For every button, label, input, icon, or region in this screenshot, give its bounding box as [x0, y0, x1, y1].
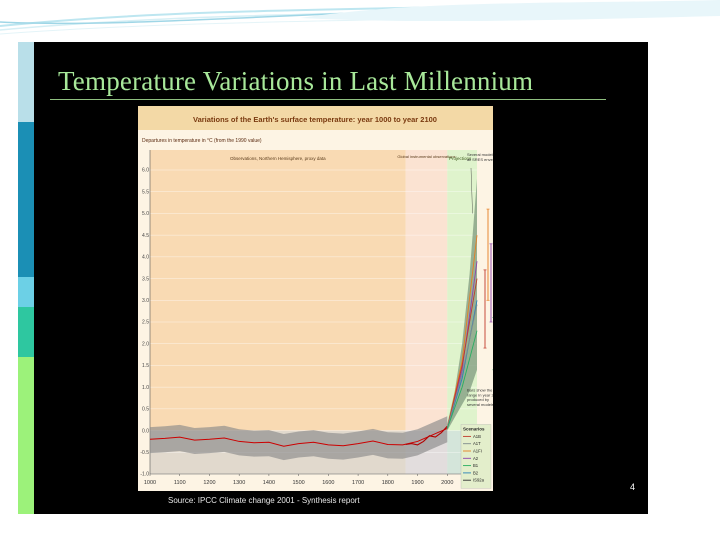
y-tick-label: 2.0	[142, 341, 149, 347]
header-wave-decoration	[0, 0, 720, 35]
x-tick-label: 1100	[174, 480, 186, 486]
slide-title: Temperature Variations in Last Millenniu…	[58, 66, 534, 96]
x-tick-label: 1800	[382, 480, 394, 486]
y-tick-label: 5.0	[142, 211, 149, 217]
temperature-chart: Variations of the Earth's surface temper…	[138, 106, 493, 491]
x-tick-label: 1700	[352, 480, 364, 486]
y-tick-label: 0.0	[142, 428, 149, 434]
legend-item-b2: B2	[473, 470, 479, 475]
x-tick-label: 2000	[441, 480, 453, 486]
legend-title: Scenarios	[463, 426, 485, 431]
x-tick-label: 1300	[233, 480, 245, 486]
x-tick-label: 1900	[411, 480, 423, 486]
x-tick-label: 1500	[293, 480, 305, 486]
sidebar-color-bar	[18, 42, 34, 514]
page-number: 4	[630, 482, 636, 492]
chart-title: Variations of the Earth's surface temper…	[193, 115, 437, 124]
y-tick-label: 1.0	[142, 385, 149, 391]
instrumental-label: Global instrumental observations	[397, 154, 455, 159]
source-citation: Source: IPCC Climate change 2001 - Synth…	[168, 496, 360, 505]
projection-line-b1	[446, 330, 478, 429]
y-tick-label: 1.5	[142, 363, 149, 369]
projection-line-a1t	[446, 304, 478, 429]
instrumental-series-line	[405, 425, 448, 446]
x-tick-label: 1400	[263, 480, 275, 486]
y-axis-label: Departures in temperature in °C (from th…	[142, 138, 262, 144]
y-tick-label: 5.5	[142, 189, 149, 195]
y-tick-label: -1.0	[140, 472, 149, 478]
legend-item-a1b: A1B	[473, 434, 481, 439]
y-tick-label: 4.0	[142, 255, 149, 261]
projections-label: Projections	[449, 156, 472, 161]
legend-item-a1t: A1T	[473, 441, 481, 446]
legend-item-a1fi: A1FI	[473, 449, 482, 454]
y-tick-label: 3.5	[142, 276, 149, 282]
y-tick-label: 0.5	[142, 407, 149, 413]
proxy-uncertainty-band	[150, 416, 448, 461]
x-tick-label: 1000	[144, 480, 156, 486]
chart-title-band	[138, 106, 493, 130]
projection-line-a1b	[446, 278, 478, 429]
projection-envelope	[447, 178, 477, 431]
proxy-series-line	[149, 427, 448, 447]
y-tick-label: 3.0	[142, 298, 149, 304]
title-underline	[50, 99, 606, 100]
legend-box	[460, 424, 492, 489]
observations-region	[150, 150, 406, 474]
x-tick-label: 1600	[322, 480, 334, 486]
legend-item-is92a: IS92a	[473, 478, 485, 483]
y-tick-label: 4.5	[142, 233, 149, 239]
y-tick-label: 2.5	[142, 320, 149, 326]
y-tick-label: -0.5	[140, 450, 149, 456]
legend-item-b1: B1	[473, 463, 479, 468]
observations-label: Observations, Northern Hemisphere, proxy…	[230, 156, 326, 161]
x-tick-label: 1200	[203, 480, 215, 486]
y-tick-label: 6.0	[142, 168, 149, 174]
legend-item-a2: A2	[473, 456, 479, 461]
annotation-arrow	[470, 167, 473, 214]
